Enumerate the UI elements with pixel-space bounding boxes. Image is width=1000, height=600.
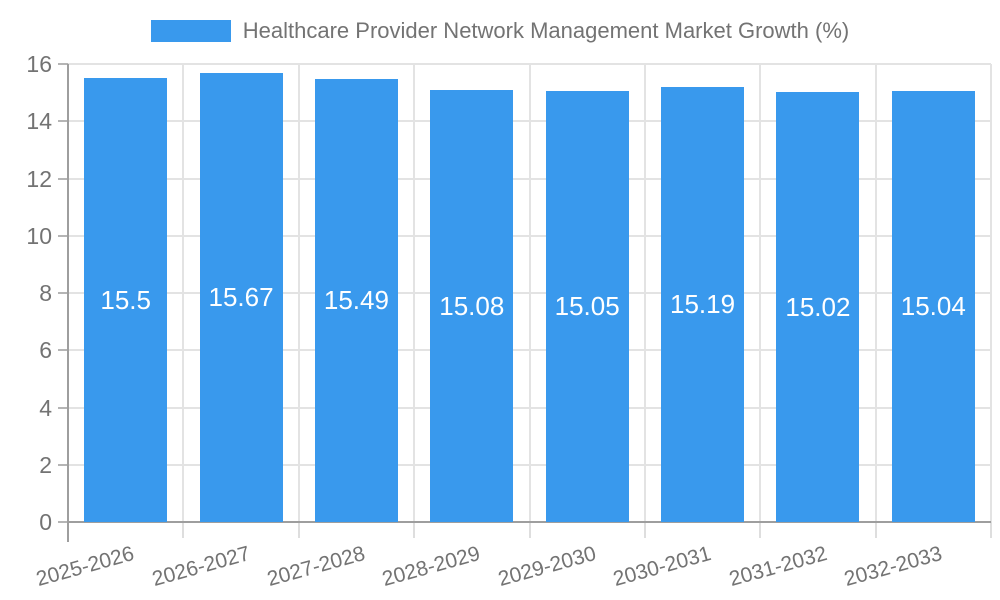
x-tick bbox=[182, 522, 185, 538]
x-tick bbox=[528, 522, 531, 538]
y-tick bbox=[58, 234, 68, 237]
x-tick-label: 2027-2028 bbox=[264, 542, 368, 592]
gridline-vertical bbox=[297, 64, 300, 522]
gridline-vertical bbox=[528, 64, 531, 522]
x-tick-label: 2026-2027 bbox=[149, 542, 253, 592]
y-tick-label: 8 bbox=[39, 280, 52, 306]
y-tick-label: 4 bbox=[39, 394, 52, 421]
y-tick bbox=[58, 292, 68, 294]
bar: 15.02 bbox=[776, 92, 860, 522]
y-tick bbox=[58, 463, 68, 466]
gridline-vertical bbox=[413, 64, 416, 522]
y-tick-label: 12 bbox=[26, 165, 52, 192]
gridline-vertical bbox=[874, 64, 877, 522]
x-tick-label: 2032-2033 bbox=[841, 542, 945, 592]
y-tick bbox=[58, 521, 68, 523]
x-axis-line bbox=[68, 521, 991, 523]
bar-value-label: 15.05 bbox=[554, 291, 620, 322]
bar-value-label: 15.04 bbox=[900, 291, 966, 322]
x-tick bbox=[297, 522, 300, 538]
bar-value-label: 15.49 bbox=[323, 284, 389, 315]
x-tick-label: 2031-2032 bbox=[726, 542, 830, 592]
y-tick-label: 2 bbox=[39, 451, 52, 478]
bar-value-label: 15.02 bbox=[785, 291, 851, 322]
legend-item[interactable]: Healthcare Provider Network Management M… bbox=[0, 14, 1000, 48]
bar: 15.67 bbox=[199, 73, 283, 522]
x-tick bbox=[643, 522, 646, 538]
gridline-vertical bbox=[182, 64, 185, 522]
y-tick-label: 14 bbox=[26, 108, 52, 135]
y-tick bbox=[58, 349, 68, 352]
y-tick-label: 10 bbox=[26, 222, 52, 249]
x-tick-label: 2025-2026 bbox=[33, 542, 137, 592]
y-tick bbox=[58, 63, 68, 65]
y-axis-line bbox=[67, 64, 69, 522]
legend-swatch bbox=[150, 20, 231, 42]
x-tick-label: 2030-2031 bbox=[610, 542, 714, 592]
y-tick bbox=[58, 120, 68, 123]
x-tick bbox=[67, 522, 69, 542]
bar-value-label: 15.67 bbox=[208, 282, 274, 313]
bar: 15.08 bbox=[430, 90, 514, 522]
bar: 15.49 bbox=[314, 78, 398, 522]
y-tick-label: 16 bbox=[26, 51, 52, 77]
y-tick-label: 6 bbox=[39, 337, 52, 364]
x-tick-label: 2029-2030 bbox=[495, 542, 599, 592]
bar-value-label: 15.08 bbox=[439, 290, 505, 321]
gridline-vertical bbox=[990, 64, 992, 522]
x-tick bbox=[874, 522, 877, 538]
x-tick bbox=[990, 522, 992, 538]
x-tick-label: 2028-2029 bbox=[380, 542, 483, 592]
x-tick bbox=[413, 522, 416, 538]
legend-label: Healthcare Provider Network Management M… bbox=[242, 18, 850, 43]
bar-value-label: 15.5 bbox=[100, 284, 151, 315]
x-tick bbox=[759, 522, 762, 538]
bar: 15.04 bbox=[891, 91, 975, 522]
bar: 15.5 bbox=[84, 78, 168, 522]
y-tick-label: 0 bbox=[39, 509, 52, 535]
gridline-vertical bbox=[643, 64, 646, 522]
bar-value-label: 15.19 bbox=[670, 289, 736, 320]
gridline-vertical bbox=[759, 64, 762, 522]
y-tick bbox=[58, 406, 68, 409]
bar: 15.19 bbox=[661, 87, 745, 522]
y-tick bbox=[58, 177, 68, 180]
bar: 15.05 bbox=[545, 91, 629, 522]
